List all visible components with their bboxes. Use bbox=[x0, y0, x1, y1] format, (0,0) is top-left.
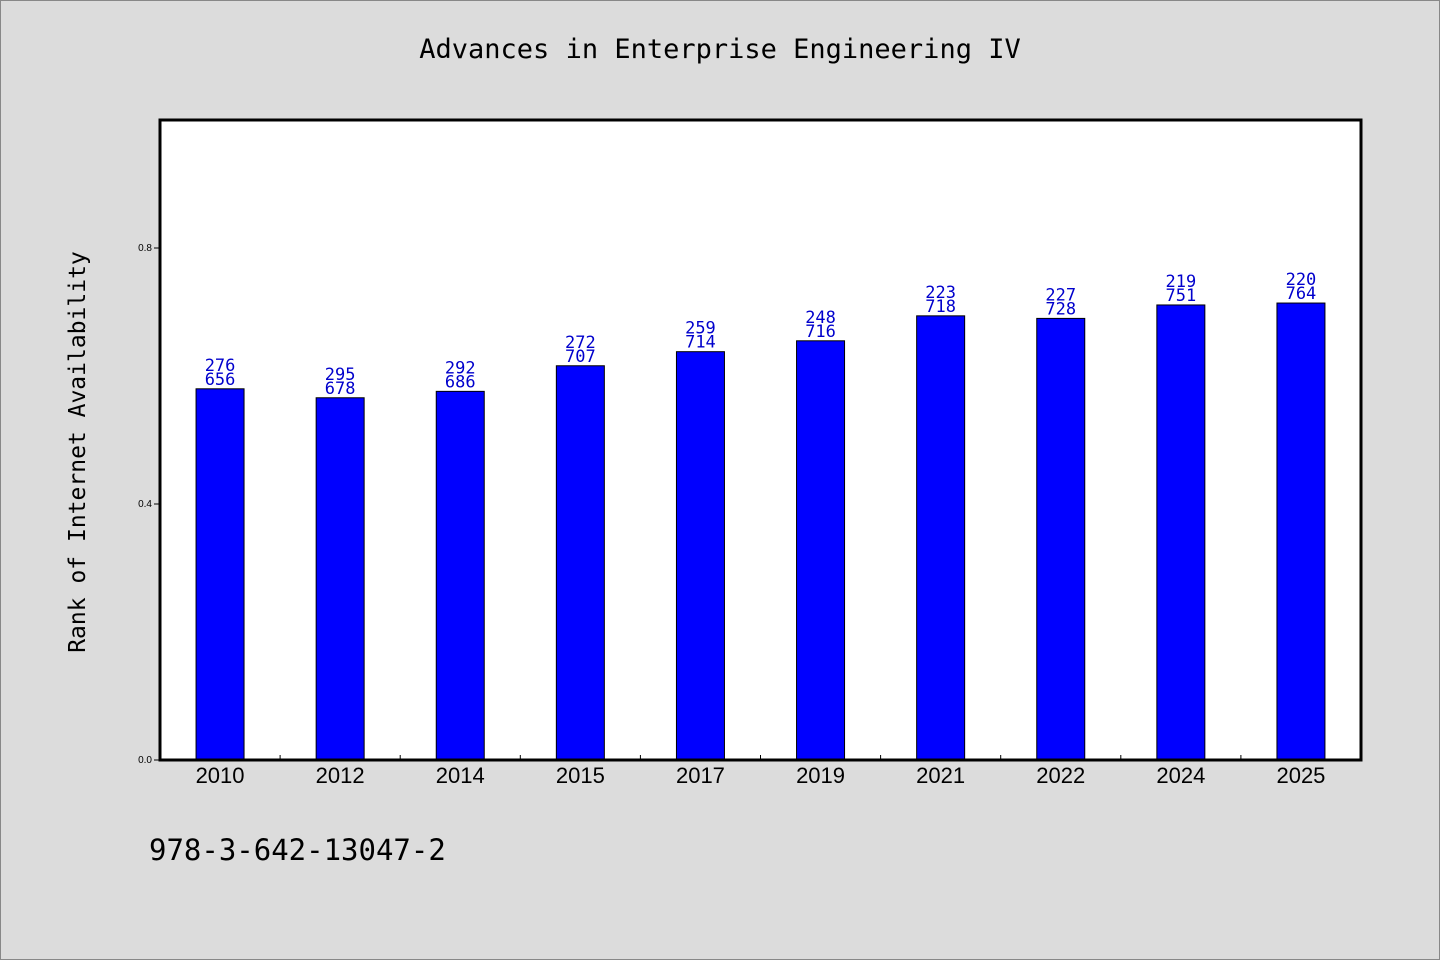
bar-label-top: 292 bbox=[445, 358, 476, 378]
bar bbox=[555, 365, 605, 761]
x-tick-label: 2017 bbox=[676, 763, 725, 788]
y-tick-label: 0.8 bbox=[138, 243, 152, 254]
x-tick-label: 2010 bbox=[196, 763, 245, 788]
bar-label-top: 272 bbox=[565, 333, 596, 353]
bar bbox=[195, 388, 245, 761]
bar bbox=[1036, 317, 1086, 761]
x-tick-label: 2025 bbox=[1276, 763, 1325, 788]
bar-label-bottom: 656 bbox=[205, 370, 236, 390]
bar-label-top: 276 bbox=[205, 356, 236, 376]
bar-label-bottom: 751 bbox=[1165, 286, 1196, 306]
x-tick-label: 2019 bbox=[796, 763, 845, 788]
bar-label-bottom: 686 bbox=[445, 372, 476, 392]
bar-label-top: 227 bbox=[1045, 285, 1076, 305]
x-tick-label: 2015 bbox=[556, 763, 605, 788]
x-tick-label: 2014 bbox=[436, 763, 485, 788]
bar-label-bottom: 728 bbox=[1045, 299, 1076, 319]
bar bbox=[1276, 302, 1326, 761]
x-tick-label: 2024 bbox=[1156, 763, 1205, 788]
bar-label-bottom: 678 bbox=[325, 379, 356, 399]
bar-label-top: 248 bbox=[805, 308, 836, 328]
bar-label-top: 259 bbox=[685, 319, 716, 339]
bar-label-bottom: 716 bbox=[805, 322, 836, 342]
bar bbox=[315, 397, 365, 761]
bar bbox=[675, 351, 725, 761]
y-tick-label: 0.4 bbox=[138, 499, 152, 510]
bar-label-bottom: 714 bbox=[685, 333, 716, 353]
bar-label-top: 219 bbox=[1165, 272, 1196, 292]
x-tick-label: 2021 bbox=[916, 763, 965, 788]
bar-label-bottom: 764 bbox=[1286, 284, 1317, 304]
isbn-text: 978-3-642-13047-2 bbox=[149, 833, 446, 867]
bar-label-top: 295 bbox=[325, 365, 356, 385]
bar bbox=[796, 340, 846, 761]
bar-label-bottom: 707 bbox=[565, 347, 596, 367]
bar-label-bottom: 718 bbox=[925, 297, 956, 317]
bar-label-top: 223 bbox=[925, 283, 956, 303]
plot-border bbox=[158, 118, 1363, 762]
x-tick-label: 2022 bbox=[1036, 763, 1085, 788]
bar-label-top: 220 bbox=[1286, 270, 1317, 290]
bar bbox=[916, 315, 966, 761]
y-tick-label: 0.0 bbox=[138, 755, 152, 766]
chart-title: Advances in Enterprise Engineering IV bbox=[419, 34, 1021, 65]
x-tick-label: 2012 bbox=[316, 763, 365, 788]
bar bbox=[435, 390, 485, 761]
bar bbox=[1156, 304, 1206, 761]
